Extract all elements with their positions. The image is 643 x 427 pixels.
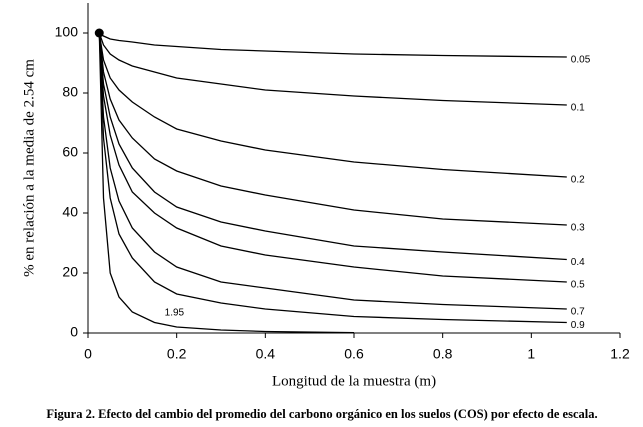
y-tick-label: 80 — [62, 84, 78, 100]
x-tick-label: 1 — [527, 346, 535, 362]
x-tick-label: 0 — [84, 346, 92, 362]
x-tick-label: 1.2 — [610, 346, 630, 362]
series-line — [98, 32, 567, 58]
series-label: 0.1 — [571, 103, 585, 114]
series-label: 0.7 — [571, 307, 585, 318]
x-tick-label: 0.8 — [433, 346, 453, 362]
series-label: 0.9 — [571, 320, 585, 331]
x-tick-label: 0.6 — [344, 346, 364, 362]
series-line — [98, 32, 567, 324]
series-label: 0.4 — [571, 257, 585, 268]
y-tick-label: 40 — [62, 204, 78, 220]
y-tick-label: 0 — [70, 324, 78, 340]
y-tick-label: 100 — [55, 24, 79, 40]
series-line — [98, 32, 567, 283]
series-line — [98, 32, 567, 310]
x-tick-label: 0.4 — [256, 346, 276, 362]
x-tick-label: 0.2 — [167, 346, 187, 362]
series-label: 1.95 — [165, 308, 185, 319]
y-tick-label: 60 — [62, 144, 78, 160]
series-line — [98, 32, 567, 226]
series-label: 0.3 — [571, 223, 585, 234]
series-line — [98, 32, 567, 261]
y-tick-label: 20 — [62, 264, 78, 280]
series-label: 0.5 — [571, 280, 585, 291]
x-axis-label: Longitud de la muestra (m) — [272, 373, 436, 389]
start-point — [94, 28, 104, 38]
series-label: 0.05 — [571, 55, 591, 66]
series-line — [98, 32, 567, 106]
y-axis-label: % en relación a la media de 2.54 cm — [21, 59, 37, 277]
series-line — [98, 32, 567, 178]
series-line — [98, 32, 355, 334]
series-label: 0.2 — [571, 175, 585, 186]
caption: Figura 2. Efecto del cambio del promedio… — [46, 407, 597, 421]
